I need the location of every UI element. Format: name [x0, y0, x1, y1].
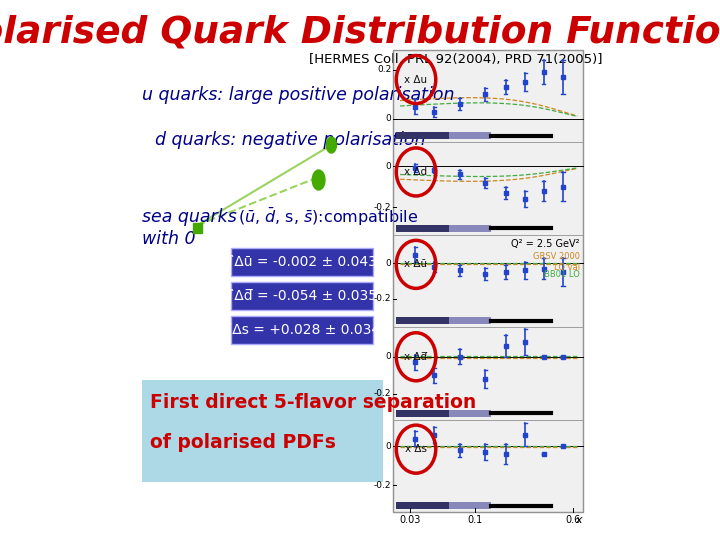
Text: x Δu: x Δu — [405, 75, 428, 85]
Text: x Δū: x Δū — [405, 259, 428, 269]
Text: Q² = 2.5 GeV²: Q² = 2.5 GeV² — [511, 239, 580, 249]
Bar — [449, 502, 490, 509]
Text: x Δs: x Δs — [405, 444, 427, 454]
Bar — [393, 420, 582, 512]
Text: ∫Δū = -0.002 ± 0.043: ∫Δū = -0.002 ± 0.043 — [227, 255, 377, 269]
Text: 0.1: 0.1 — [468, 515, 483, 525]
Bar — [449, 317, 490, 324]
Bar — [396, 317, 449, 324]
Circle shape — [326, 137, 336, 153]
FancyBboxPatch shape — [143, 380, 383, 482]
Bar — [393, 50, 582, 143]
Text: x: x — [575, 515, 582, 525]
Text: 0: 0 — [385, 442, 391, 451]
Text: d quarks: negative polarisation: d quarks: negative polarisation — [155, 131, 426, 149]
Text: 0.03: 0.03 — [400, 515, 420, 525]
Text: 0: 0 — [385, 114, 391, 124]
Bar — [393, 327, 582, 420]
Text: First direct 5-flavor separation: First direct 5-flavor separation — [150, 393, 476, 411]
Text: Polarised Quark Distribution Functions: Polarised Quark Distribution Functions — [0, 15, 720, 51]
Circle shape — [312, 170, 325, 190]
Text: ($\bar{u}$, $\bar{d}$, s, $\bar{s}$):compatibile: ($\bar{u}$, $\bar{d}$, s, $\bar{s}$):com… — [238, 206, 418, 228]
Bar — [396, 410, 449, 416]
Bar — [449, 225, 490, 232]
Text: u quarks: large positive polarisation: u quarks: large positive polarisation — [143, 86, 455, 104]
Bar — [449, 410, 490, 416]
FancyBboxPatch shape — [393, 50, 582, 512]
Text: -0.2: -0.2 — [374, 389, 391, 398]
Text: of polarised PDFs: of polarised PDFs — [150, 433, 336, 451]
Text: GRSV 2000
LO val: GRSV 2000 LO val — [533, 252, 580, 272]
Text: [HERMES Coll. PRL 92(2004), PRD 71(2005)]: [HERMES Coll. PRL 92(2004), PRD 71(2005)… — [309, 53, 602, 66]
Bar — [393, 235, 582, 327]
Bar — [449, 132, 490, 139]
Text: ∫Δd̅ = -0.054 ± 0.035: ∫Δd̅ = -0.054 ± 0.035 — [227, 289, 377, 303]
Text: with 0: with 0 — [143, 230, 196, 248]
Text: 0.2: 0.2 — [377, 65, 391, 74]
Bar — [193, 223, 202, 233]
FancyBboxPatch shape — [231, 316, 373, 344]
Bar — [396, 502, 449, 509]
Text: x Δd: x Δd — [405, 167, 428, 177]
Text: 0: 0 — [385, 161, 391, 171]
Text: BB01 LO: BB01 LO — [544, 270, 580, 279]
Text: sea quarks: sea quarks — [143, 208, 237, 226]
Text: 0: 0 — [385, 259, 391, 268]
FancyBboxPatch shape — [231, 282, 373, 310]
Text: 0: 0 — [385, 352, 391, 361]
Bar — [393, 143, 582, 235]
Text: ∫Δs = +0.028 ± 0.034: ∫Δs = +0.028 ± 0.034 — [225, 323, 379, 337]
Text: -0.2: -0.2 — [374, 294, 391, 303]
Bar — [396, 225, 449, 232]
Bar — [396, 132, 449, 139]
Text: -0.2: -0.2 — [374, 203, 391, 212]
Text: -0.2: -0.2 — [374, 481, 391, 490]
Text: 0.6: 0.6 — [565, 515, 580, 525]
FancyBboxPatch shape — [231, 248, 373, 276]
Text: x Δd̅: x Δd̅ — [405, 352, 428, 362]
